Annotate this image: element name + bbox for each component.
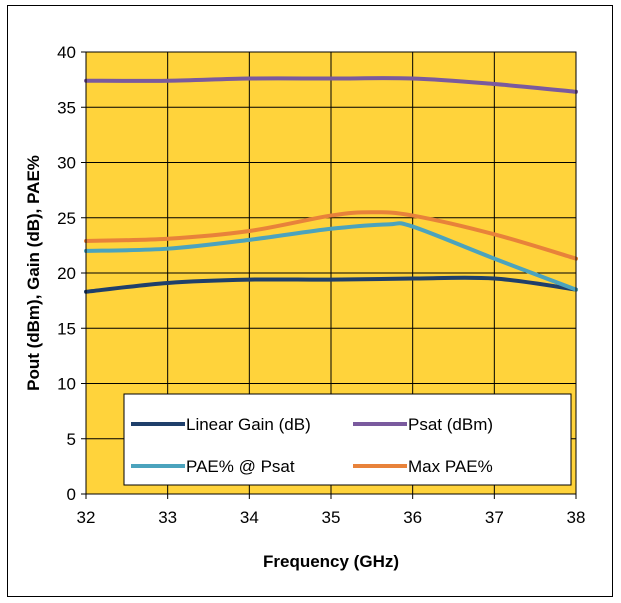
series-lines [84,76,578,294]
axes: 0 5 10 15 20 25 30 35 40 32 33 34 35 36 37 38 [57,43,585,527]
x-axis-title: Frequency (GHz) [263,552,399,571]
legend-label-1: Psat (dBm) [408,415,493,434]
series-line-3 [84,210,578,261]
y-tick-label: 0 [67,485,76,504]
y-tick-label: 30 [57,154,76,173]
x-tick-label: 37 [485,508,504,527]
legend-label-0: Linear Gain (dB) [186,415,311,434]
legend: Linear Gain (dB) Psat (dBm) PAE% @ Psat Max… [123,393,572,486]
plot-border [85,51,577,495]
series-line-0 [84,275,578,294]
legend-label-2: PAE% @ Psat [186,457,295,476]
x-tick-label: 33 [158,508,177,527]
y-tick-label: 40 [57,43,76,62]
y-tick-label: 20 [57,264,76,283]
x-tick-label: 35 [322,508,341,527]
series-line-2 [84,221,578,292]
x-tick-label: 38 [567,508,586,527]
x-tick-label: 36 [403,508,422,527]
x-tick-label: 34 [240,508,259,527]
y-axis-title: Pout (dBm), Gain (dB), PAE% [24,155,43,391]
legend-box [123,393,572,486]
legend-label-3: Max PAE% [408,457,493,476]
y-tick-label: 15 [57,319,76,338]
x-tick-label: 32 [77,508,96,527]
y-tick-label: 5 [67,430,76,449]
y-tick-label: 25 [57,209,76,228]
y-tick-label: 35 [57,98,76,117]
series-line-1 [84,76,578,94]
y-tick-label: 10 [57,375,76,394]
